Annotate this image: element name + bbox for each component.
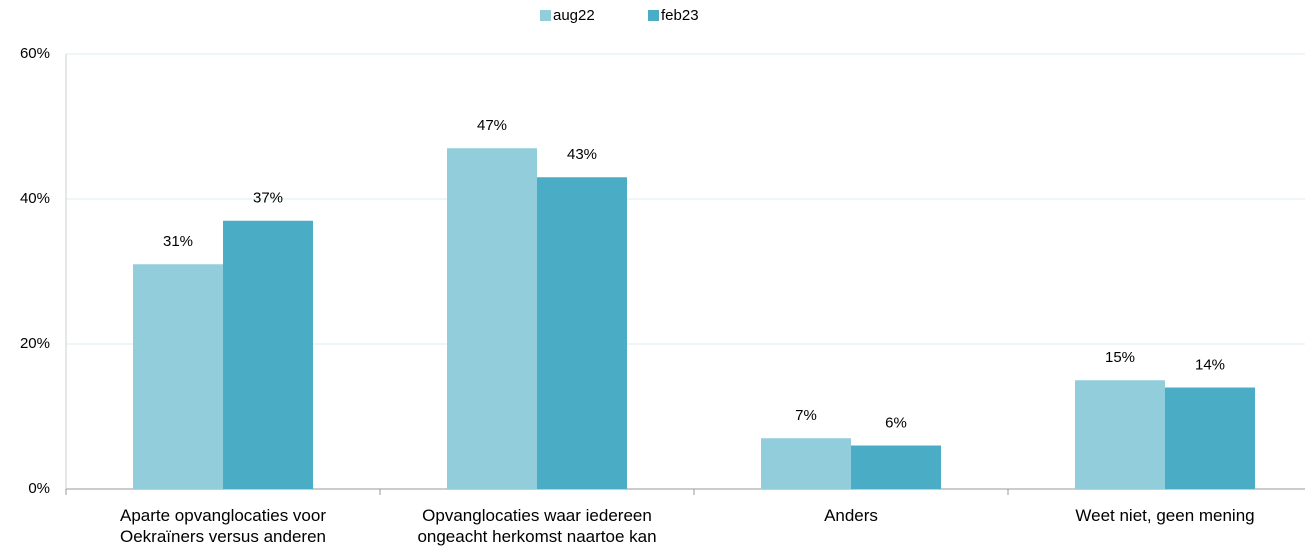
bar xyxy=(761,438,851,489)
x-tick-label: Anders xyxy=(824,506,878,525)
legend-label: feb23 xyxy=(661,7,699,24)
legend-label: aug22 xyxy=(553,7,595,24)
legend-swatch xyxy=(648,10,659,21)
data-label: 15% xyxy=(1105,349,1135,366)
y-tick-label: 60% xyxy=(20,45,50,62)
data-label: 43% xyxy=(567,146,597,163)
x-tick-label: Opvanglocaties waar iedereen ongeacht he… xyxy=(417,506,657,546)
bar xyxy=(223,220,313,489)
data-label: 37% xyxy=(253,190,283,207)
bar xyxy=(851,445,941,489)
bar xyxy=(1165,387,1255,489)
data-label: 47% xyxy=(477,117,507,134)
bar xyxy=(1075,380,1165,489)
y-tick-label: 20% xyxy=(20,335,50,352)
data-label: 31% xyxy=(163,233,193,250)
bar xyxy=(447,148,537,489)
x-tick-label: Weet niet, geen mening xyxy=(1075,506,1255,525)
bar xyxy=(133,264,223,489)
x-tick-label: Aparte opvanglocaties voor Oekraïners ve… xyxy=(119,506,327,546)
data-label: 14% xyxy=(1195,356,1225,373)
bar xyxy=(537,177,627,489)
data-label: 6% xyxy=(885,414,907,431)
data-label: 7% xyxy=(795,407,817,424)
legend-swatch xyxy=(540,10,551,21)
y-tick-label: 40% xyxy=(20,190,50,207)
y-tick-label: 0% xyxy=(28,480,50,497)
